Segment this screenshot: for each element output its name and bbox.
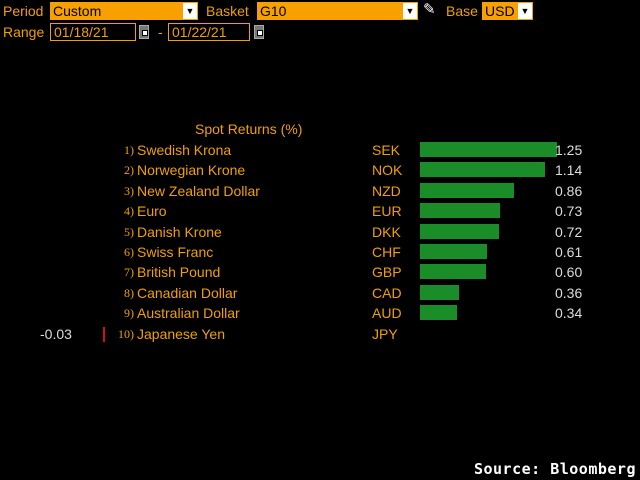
value-label: -0.03 bbox=[40, 325, 72, 342]
currency-name: Danish Krone bbox=[137, 223, 222, 240]
return-bar bbox=[420, 223, 499, 239]
currency-name: Euro bbox=[137, 203, 167, 220]
end-date-value: 01/22/21 bbox=[172, 24, 227, 40]
return-bar bbox=[420, 142, 557, 157]
currency-name: Swedish Krona bbox=[137, 142, 232, 158]
chevron-down-icon[interactable]: ▼ bbox=[518, 3, 532, 19]
chevron-down-icon[interactable]: ▼ bbox=[183, 3, 197, 19]
value-label: 0.73 bbox=[555, 203, 583, 220]
value-label: 0.34 bbox=[555, 305, 583, 322]
rank-label: 7) bbox=[124, 265, 134, 280]
currency-code: GBP bbox=[372, 264, 402, 281]
value-label: 0.72 bbox=[555, 223, 583, 240]
base-value: USD bbox=[485, 3, 515, 19]
currency-code: NOK bbox=[372, 162, 403, 179]
rank-label: 5) bbox=[124, 224, 134, 239]
value-label: 1.25 bbox=[555, 142, 583, 158]
return-bar bbox=[420, 182, 515, 198]
return-bar bbox=[420, 264, 486, 280]
range-separator: - bbox=[158, 24, 163, 40]
return-bar bbox=[420, 244, 487, 259]
chart-title: Spot Returns (%) bbox=[195, 121, 303, 137]
source-label: Source: Bloomberg bbox=[473, 460, 636, 478]
currency-name: New Zealand Dollar bbox=[137, 182, 260, 199]
currency-name: Japanese Yen bbox=[137, 325, 225, 342]
currency-code: JPY bbox=[372, 325, 398, 342]
basket-label: Basket bbox=[206, 3, 249, 19]
rank-label: 8) bbox=[124, 285, 134, 300]
range-label: Range bbox=[3, 24, 45, 40]
base-dropdown[interactable]: USD ▼ bbox=[482, 2, 533, 20]
currency-name: Norwegian Krone bbox=[137, 162, 246, 179]
currency-code: CHF bbox=[372, 244, 401, 260]
calendar-icon[interactable] bbox=[139, 25, 149, 39]
period-label: Period bbox=[3, 3, 44, 19]
period-dropdown[interactable]: Custom ▼ bbox=[50, 2, 198, 20]
currency-code: SEK bbox=[372, 142, 401, 158]
currency-name: British Pound bbox=[137, 264, 221, 281]
currency-name: Canadian Dollar bbox=[137, 284, 238, 301]
value-label: 0.86 bbox=[555, 182, 583, 199]
rank-label: 9) bbox=[124, 306, 134, 321]
currency-code: DKK bbox=[372, 223, 401, 240]
currency-code: CAD bbox=[372, 284, 402, 301]
chevron-down-icon[interactable]: ▼ bbox=[403, 3, 417, 19]
value-label: 0.60 bbox=[555, 264, 583, 281]
rank-label: 1) bbox=[124, 143, 134, 157]
value-label: 1.14 bbox=[555, 162, 583, 179]
value-label: 0.36 bbox=[555, 284, 583, 301]
rank-label: 3) bbox=[124, 183, 134, 198]
end-date-field[interactable]: 01/22/21 bbox=[168, 23, 250, 41]
return-bar bbox=[420, 203, 500, 219]
rank-label: 4) bbox=[124, 204, 134, 219]
base-label: Base bbox=[446, 3, 478, 19]
currency-name: Australian Dollar bbox=[137, 305, 240, 322]
return-bar bbox=[420, 284, 460, 300]
currency-name: Swiss Franc bbox=[137, 244, 214, 260]
currency-code: AUD bbox=[372, 305, 402, 322]
rank-label: 2) bbox=[124, 163, 134, 178]
value-label: 0.61 bbox=[555, 244, 583, 260]
return-bar bbox=[420, 305, 458, 321]
rank-label: 10) bbox=[118, 326, 134, 341]
basket-value: G10 bbox=[260, 3, 287, 19]
start-date-field[interactable]: 01/18/21 bbox=[50, 23, 136, 41]
period-value: Custom bbox=[53, 3, 102, 19]
return-bar bbox=[103, 326, 105, 342]
currency-code: NZD bbox=[372, 182, 401, 199]
currency-code: EUR bbox=[372, 203, 402, 220]
return-bar bbox=[420, 162, 545, 178]
calendar-icon[interactable] bbox=[254, 25, 264, 39]
rank-label: 6) bbox=[124, 245, 134, 259]
start-date-value: 01/18/21 bbox=[54, 24, 109, 40]
pencil-icon[interactable]: ✎ bbox=[423, 1, 436, 18]
basket-dropdown[interactable]: G10 ▼ bbox=[257, 2, 418, 20]
